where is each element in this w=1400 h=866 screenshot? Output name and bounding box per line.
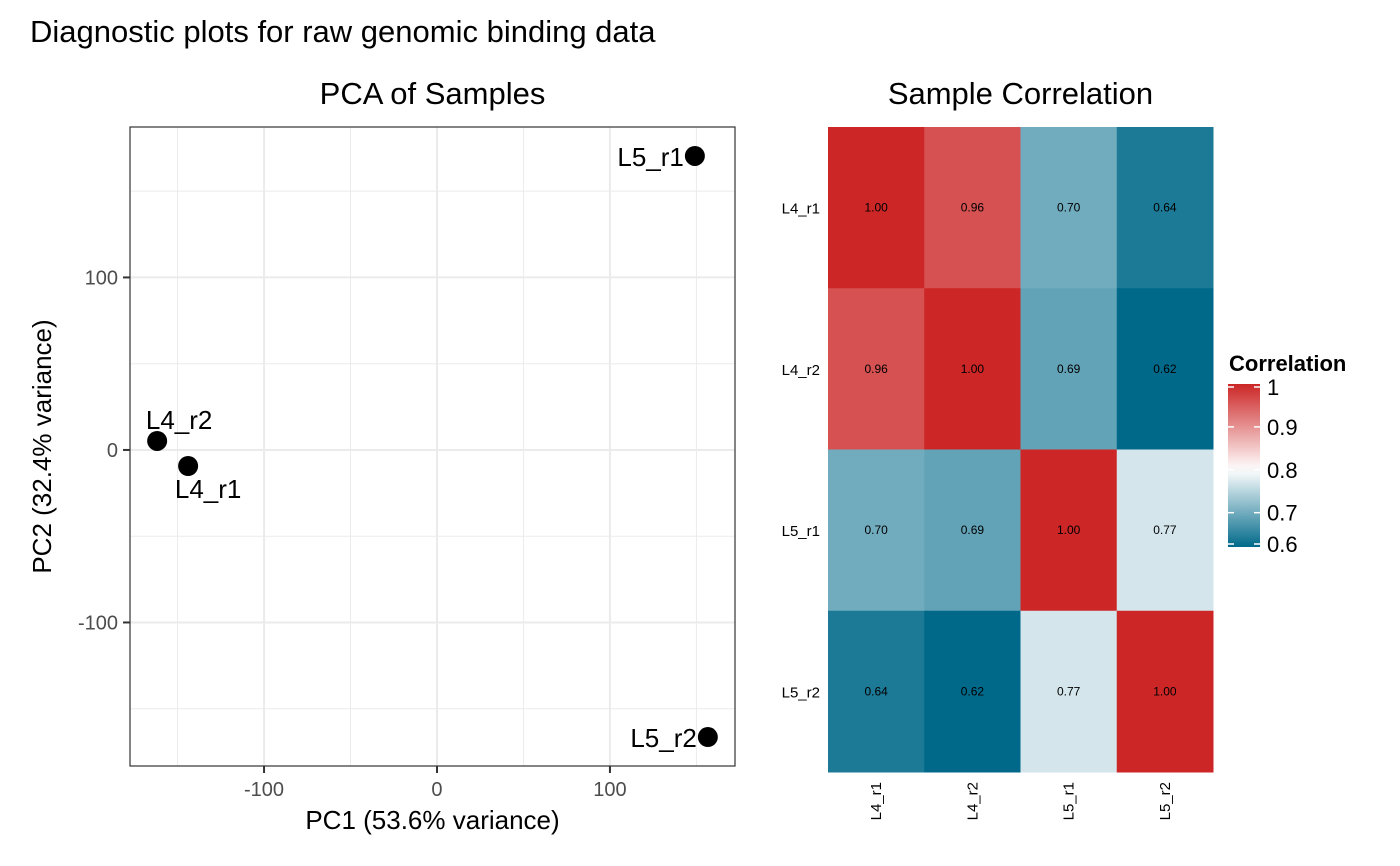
point-label: L5_r1 [617, 142, 684, 172]
heatmap-panel: Sample Correlation 1.00 0.96 0.70 0.640.96 1… [782, 76, 1214, 820]
heatmap-cell-value: 0.96 [961, 201, 985, 215]
heatmap-cell-value: 1.00 [1153, 684, 1177, 698]
pca-title: PCA of Samples [320, 76, 546, 111]
heatmap-cell [1020, 449, 1118, 612]
heatmap-row-label: L4_r2 [782, 362, 820, 379]
colorbar-ticks: 1 0.9 0.8 0.7 0.6 [1228, 375, 1298, 557]
heatmap-cell [1020, 127, 1118, 289]
heatmap-column-label: L4_r1 [868, 782, 885, 820]
heatmap-cell-value: 0.69 [961, 523, 985, 537]
heatmap-column-label: L5_r2 [1157, 782, 1174, 820]
pca-panel: PCA of Samples L4_r1 L4_r2 L5_r1 L5_r2 -100… [27, 76, 736, 835]
heatmap-cell [828, 610, 925, 773]
heatmap-column-label: L5_r1 [1061, 782, 1078, 820]
colorbar-tick-label: 0.7 [1267, 501, 1298, 526]
pca-x-axis-label: PC1 (53.6% variance) [305, 805, 559, 835]
point-label: L4_r2 [146, 405, 213, 435]
pca-y-axis: -100 0 100 [78, 267, 130, 634]
colorbar [1228, 384, 1260, 547]
heatmap-cell [828, 288, 925, 450]
heatmap-cell-value: 0.70 [864, 523, 888, 537]
heatmap-title: Sample Correlation [888, 76, 1153, 111]
heatmap-row-label: L4_r1 [782, 201, 820, 218]
heatmap-cell-value: 0.64 [864, 684, 888, 698]
heatmap-cell [828, 449, 925, 612]
colorbar-tick-label: 1 [1267, 375, 1279, 400]
heatmap-cell [924, 449, 1021, 612]
data-point [178, 455, 199, 476]
pca-plot-background [130, 127, 735, 766]
heatmap-cell-value: 0.77 [1057, 684, 1081, 698]
heatmap-cell-value: 0.62 [961, 684, 985, 698]
figure-title: Diagnostic plots for raw genomic binding… [30, 14, 656, 49]
heatmap-column-label: L4_r2 [964, 782, 981, 820]
heatmap-row-label: L5_r1 [782, 523, 820, 540]
pca-points: L4_r1 L4_r2 L5_r1 L5_r2 [146, 142, 718, 753]
x-tick-label: -100 [244, 779, 284, 801]
pca-major-grid [130, 127, 735, 766]
heatmap-cell [828, 127, 925, 289]
heatmap-row-label: L5_r2 [782, 684, 820, 701]
heatmap-cell [1116, 127, 1214, 289]
heatmap-column-labels: L4_r1 L4_r2 L5_r1 L5_r2 [868, 782, 1174, 820]
heatmap-cell-value: 0.64 [1153, 201, 1177, 215]
colorbar-tick-label: 0.8 [1267, 458, 1298, 483]
heatmap-cell-value: 1.00 [961, 362, 985, 376]
data-point [684, 145, 705, 166]
heatmap-cell-value: 1.00 [864, 201, 888, 215]
heatmap-cell [1020, 288, 1118, 450]
heatmap-cell [924, 127, 1021, 289]
data-point [147, 430, 168, 451]
heatmap-cells: 1.00 0.96 0.70 0.64 0.96 1.00 0.69 0.62 0.70 0.69… [828, 127, 1214, 773]
heatmap-cell-value: 0.96 [864, 362, 888, 376]
heatmap-row-labels: L4_r1 L4_r2 L5_r1 L5_r2 [782, 201, 820, 702]
heatmap-cell [924, 610, 1021, 773]
pca-x-axis: -100 0 100 [244, 766, 627, 801]
colorbar-tick-label: 0.6 [1267, 532, 1298, 557]
x-tick-label: 0 [431, 779, 442, 801]
pca-minor-grid [130, 127, 735, 766]
point-label: L5_r2 [630, 723, 697, 753]
heatmap-cell-value: 0.70 [1057, 201, 1081, 215]
heatmap-cell-value: 1.00 [1057, 523, 1081, 537]
x-tick-label: 100 [593, 779, 626, 801]
y-tick-label: 0 [107, 440, 118, 462]
data-point [697, 727, 718, 748]
colorbar-tick-label: 0.9 [1267, 415, 1298, 440]
heatmap-cell-value: 0.77 [1153, 523, 1177, 537]
heatmap-cell [924, 288, 1021, 450]
heatmap-cell [1116, 449, 1214, 612]
pca-panel-border [129, 126, 736, 767]
heatmap-cell [1116, 610, 1214, 773]
legend-title: Correlation [1229, 351, 1346, 376]
heatmap-cell [1116, 288, 1214, 450]
heatmap-cell-value: 0.69 [1057, 362, 1081, 376]
heatmap-cell-value: 0.62 [1153, 362, 1177, 376]
point-label: L4_r1 [175, 474, 242, 504]
y-tick-label: -100 [78, 612, 118, 634]
pca-y-axis-label: PC2 (32.4% variance) [27, 319, 57, 573]
colorbar-legend: Correlation 1 0.9 0.8 0.7 0.6 [1228, 351, 1346, 557]
y-tick-label: 100 [85, 267, 118, 289]
heatmap-cell [1020, 610, 1118, 773]
